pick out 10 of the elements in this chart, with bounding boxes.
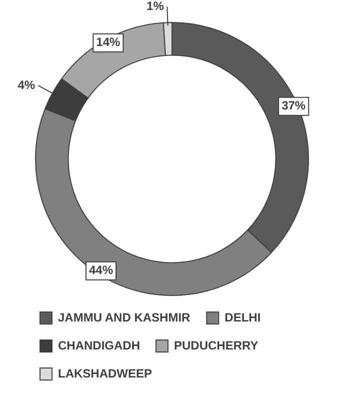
legend-label: LAKSHADWEEP <box>58 366 152 380</box>
legend-label: DELHI <box>224 310 261 324</box>
data-label: 4% <box>18 78 36 92</box>
legend-label: CHANDIGADH <box>58 338 140 352</box>
data-label: 44% <box>88 263 114 278</box>
data-label: 1% <box>146 0 164 13</box>
legend-label: PUDUCHERRY <box>174 338 258 352</box>
data-label: 37% <box>282 98 306 113</box>
legend-label: JAMMU AND KASHMIR <box>58 310 191 324</box>
data-label: 14% <box>96 35 120 50</box>
